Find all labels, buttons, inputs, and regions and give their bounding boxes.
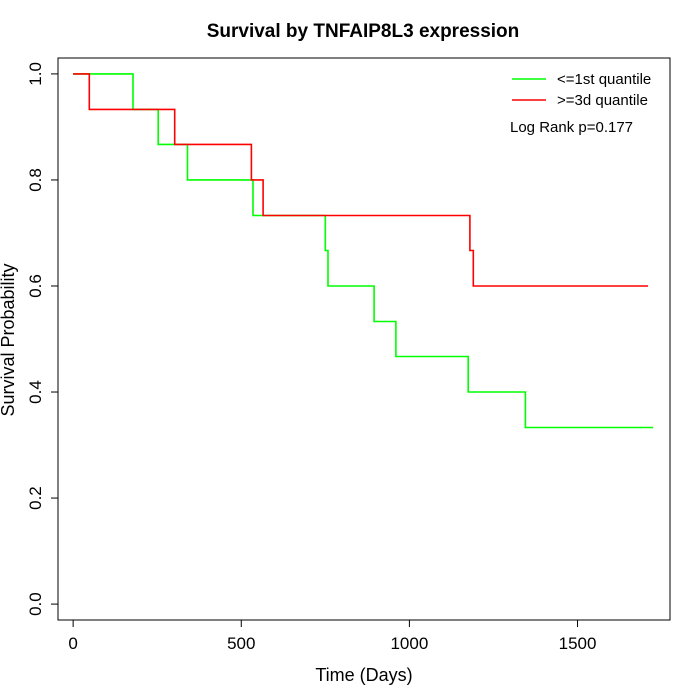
series-line bbox=[73, 73, 649, 287]
y-axis: 0.0 0.2 0.4 0.6 0.8 1.0 bbox=[26, 62, 58, 616]
chart-title: Survival by TNFAIP8L3 expression bbox=[207, 21, 520, 42]
x-axis: 0 500 1000 1500 bbox=[68, 620, 596, 653]
x-tick-label: 500 bbox=[227, 634, 255, 653]
legend-label: <=1st quantile bbox=[557, 71, 651, 88]
series-line bbox=[73, 73, 654, 429]
x-tick-label: 1500 bbox=[559, 634, 597, 653]
y-tick-label: 1.0 bbox=[26, 62, 45, 86]
series-lines bbox=[73, 73, 654, 429]
y-tick-label: 0.0 bbox=[26, 592, 45, 616]
y-axis-label: Survival Probability bbox=[0, 263, 18, 416]
x-axis-label: Time (Days) bbox=[315, 665, 412, 685]
log-rank-annotation: Log Rank p=0.177 bbox=[510, 119, 633, 136]
y-tick-label: 0.2 bbox=[26, 486, 45, 510]
y-tick-label: 0.6 bbox=[26, 274, 45, 298]
legend: <=1st quantile >=3d quantile bbox=[512, 71, 651, 109]
plot-frame bbox=[57, 57, 671, 621]
x-tick-label: 0 bbox=[68, 634, 77, 653]
legend-label: >=3d quantile bbox=[557, 92, 648, 109]
y-tick-label: 0.8 bbox=[26, 168, 45, 192]
x-tick-label: 1000 bbox=[390, 634, 428, 653]
y-tick-label: 0.4 bbox=[26, 380, 45, 404]
